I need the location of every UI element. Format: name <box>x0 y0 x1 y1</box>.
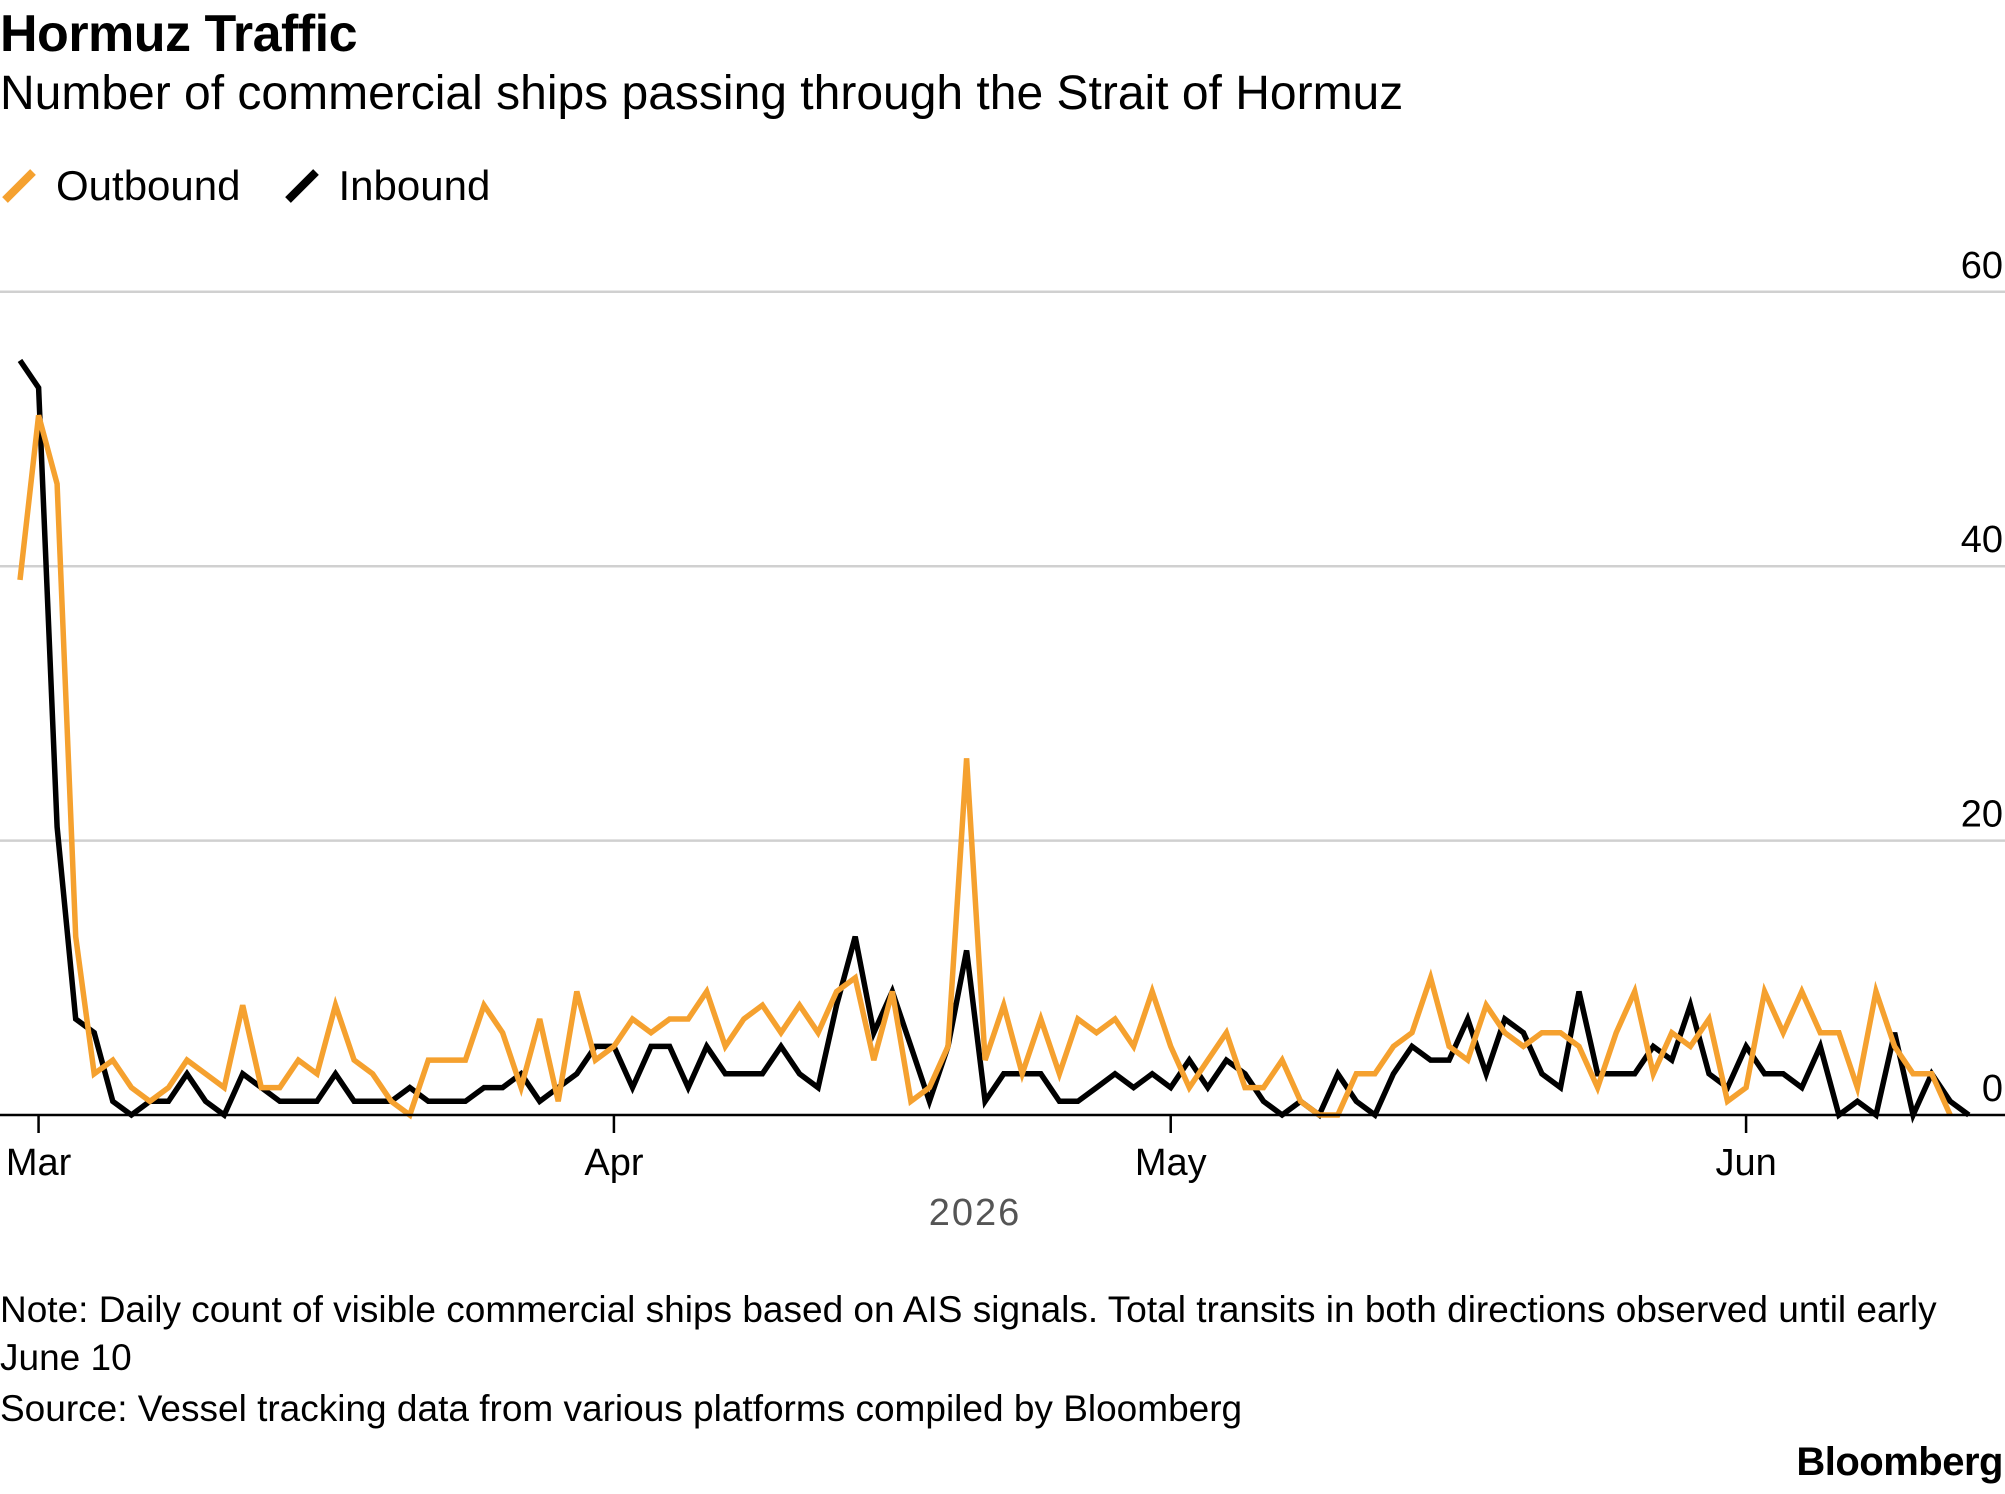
legend-label-outbound: Outbound <box>56 162 241 209</box>
y-tick-label-40: 40 <box>1961 519 2003 561</box>
y-tick-label-60: 60 <box>1961 245 2003 287</box>
y-tick-label-0: 0 <box>1982 1068 2003 1110</box>
x-tick-label-apr: Apr <box>584 1142 643 1184</box>
orange-slash-icon <box>0 167 38 205</box>
black-slash-icon <box>283 167 321 205</box>
bloomberg-logo: Bloomberg <box>1796 1440 2003 1484</box>
series-line-inbound <box>17 358 1971 1124</box>
legend-item-outbound: Outbound <box>0 162 241 210</box>
legend: Outbound Inbound <box>0 158 532 214</box>
y-tick-label-20: 20 <box>1961 794 2003 836</box>
legend-item-inbound: Inbound <box>283 162 491 210</box>
line-chart: 0 20 40 60 Mar Apr May Jun 2026 <box>0 245 2005 1234</box>
legend-label-inbound: Inbound <box>338 162 491 209</box>
source-note: Source: Vessel tracking data from variou… <box>0 1388 1243 1429</box>
chart-subtitle: Number of commercial ships passing throu… <box>0 67 1404 120</box>
series-line-outbound <box>17 414 1953 1120</box>
x-tick-label-may: May <box>1135 1142 1207 1184</box>
footnote: Note: Daily count of visible commercial … <box>0 1289 1937 1378</box>
x-tick-label-mar: Mar <box>6 1142 72 1184</box>
chart-title: Hormuz Traffic <box>0 5 358 63</box>
x-tick-label-jun: Jun <box>1715 1142 1776 1184</box>
x-axis-year-label: 2026 <box>929 1192 1022 1234</box>
